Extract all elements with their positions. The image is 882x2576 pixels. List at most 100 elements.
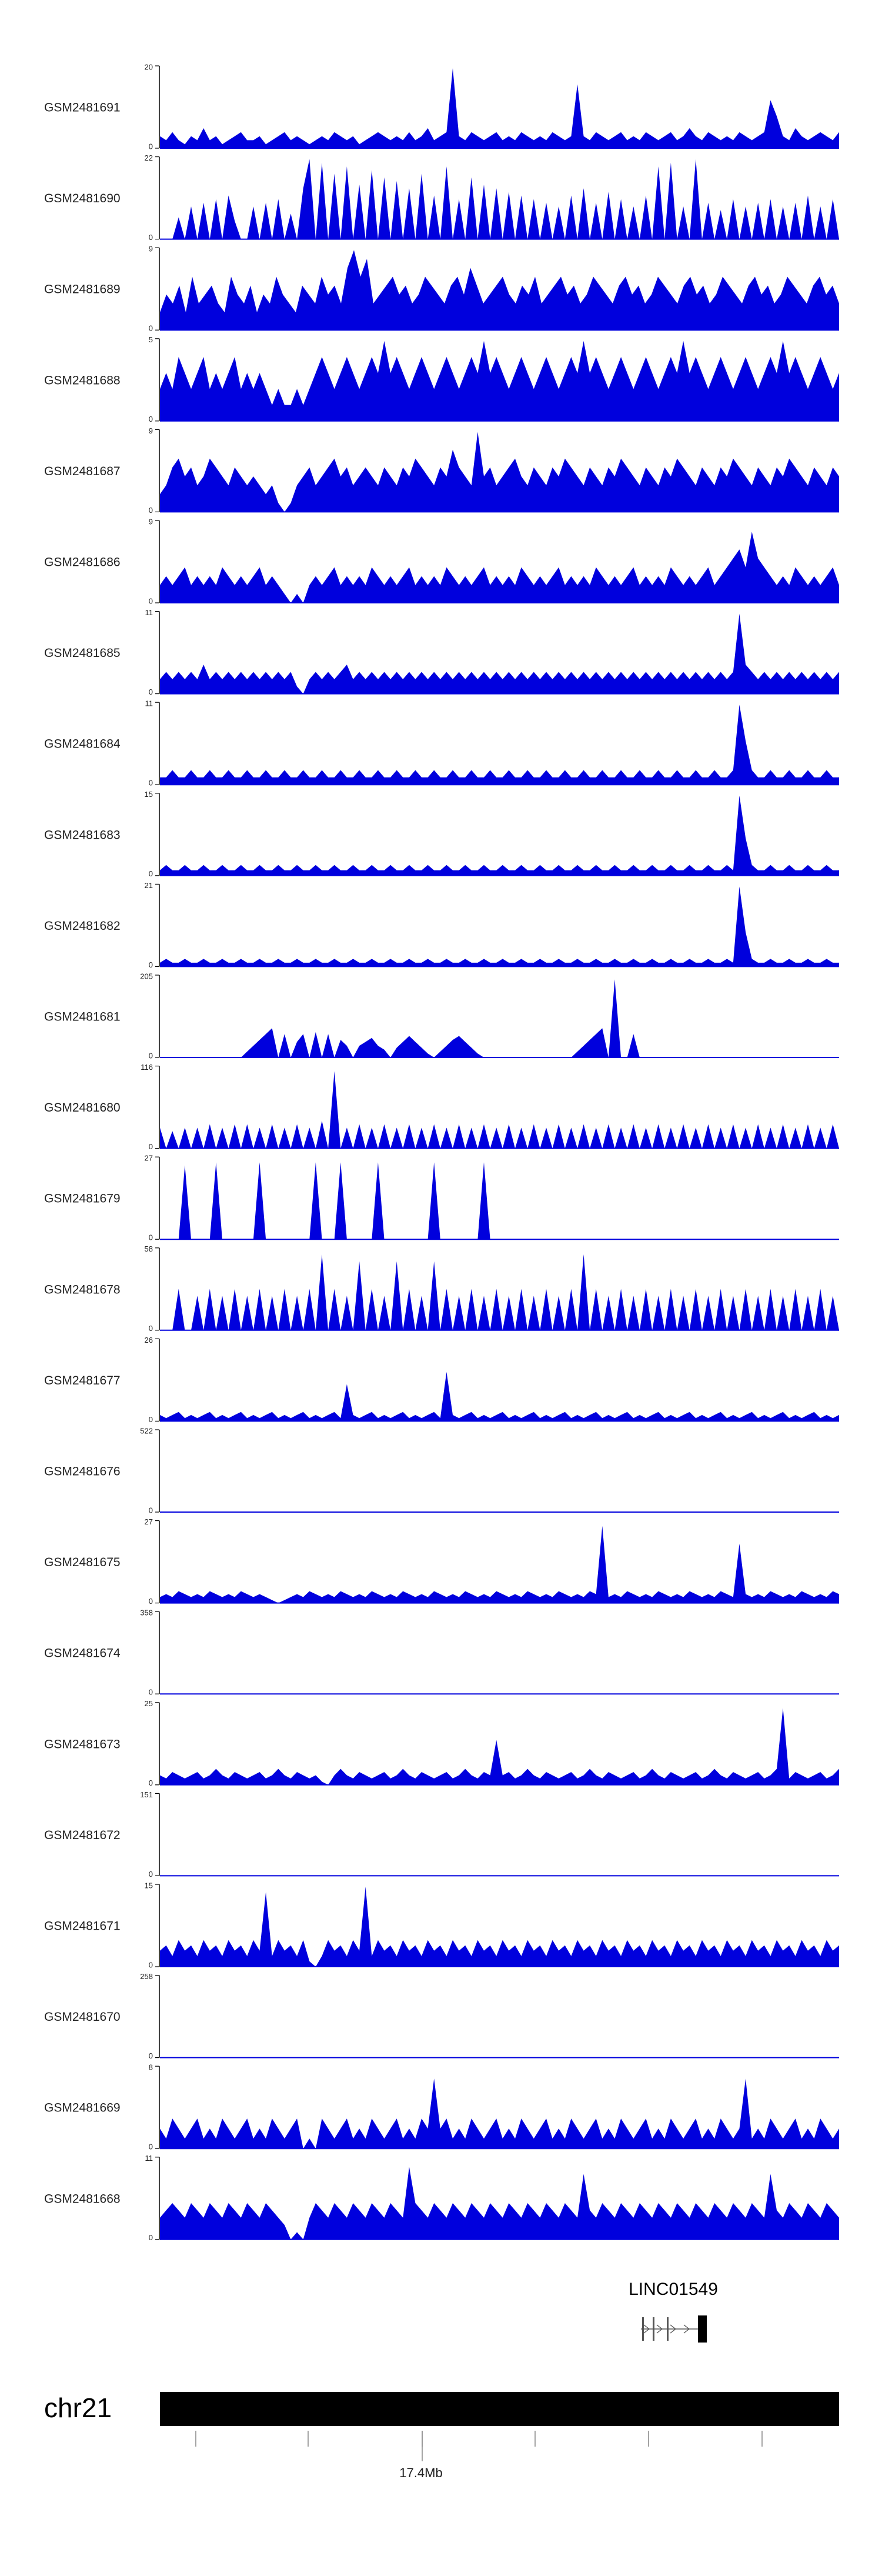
track-label: GSM2481682 bbox=[44, 919, 121, 933]
signal-area bbox=[160, 1526, 839, 1603]
signal-area bbox=[160, 2167, 839, 2240]
signal-area bbox=[160, 159, 839, 239]
signal-area bbox=[160, 886, 839, 967]
signal-area bbox=[160, 613, 839, 694]
gene-exon-terminal bbox=[698, 2315, 707, 2343]
track-label: GSM2481684 bbox=[44, 738, 121, 751]
y-max-label: 27 bbox=[145, 1517, 153, 1526]
track-GSM2481684: GSM2481684 11 0 bbox=[44, 699, 839, 788]
track-GSM2481677: GSM2481677 26 0 bbox=[44, 1336, 839, 1424]
track-label: GSM2481674 bbox=[44, 1647, 121, 1660]
track-label: GSM2481679 bbox=[44, 1192, 121, 1206]
signal-area bbox=[160, 1708, 839, 1785]
signal-area bbox=[160, 68, 839, 148]
track-label: GSM2481689 bbox=[44, 283, 121, 296]
track-label: GSM2481672 bbox=[44, 1828, 121, 1842]
track-label: GSM2481687 bbox=[44, 465, 121, 478]
y-max-label: 20 bbox=[145, 62, 153, 71]
y-min-label: 0 bbox=[149, 142, 153, 151]
track-label: GSM2481686 bbox=[44, 556, 121, 569]
y-min-label: 0 bbox=[149, 415, 153, 423]
track-label: GSM2481677 bbox=[44, 1374, 121, 1387]
signal-area bbox=[160, 979, 839, 1057]
track-GSM2481672: GSM2481672 151 0 bbox=[44, 1790, 839, 1878]
gene-annotation: LINC01549 bbox=[629, 2280, 718, 2343]
y-max-label: 8 bbox=[149, 2063, 153, 2072]
y-max-label: 21 bbox=[145, 881, 153, 890]
track-GSM2481682: GSM2481682 21 0 bbox=[44, 881, 839, 969]
signal-area bbox=[160, 1372, 839, 1422]
track-GSM2481686: GSM2481686 9 0 bbox=[44, 517, 839, 605]
gene-name: LINC01549 bbox=[629, 2280, 718, 2299]
signal-area bbox=[160, 795, 839, 876]
track-label: GSM2481676 bbox=[44, 1465, 121, 1479]
y-min-label: 0 bbox=[149, 1688, 153, 1697]
signal-area bbox=[160, 341, 839, 421]
y-min-label: 0 bbox=[149, 688, 153, 696]
track-label: GSM2481681 bbox=[44, 1010, 121, 1024]
y-max-label: 5 bbox=[149, 335, 153, 344]
y-min-label: 0 bbox=[149, 1233, 153, 1242]
track-label: GSM2481683 bbox=[44, 828, 121, 842]
y-max-label: 258 bbox=[140, 1972, 153, 1981]
strand-arrow bbox=[656, 2324, 663, 2334]
y-min-label: 0 bbox=[149, 1870, 153, 1878]
signal-area bbox=[160, 1071, 839, 1149]
track-label: GSM2481669 bbox=[44, 2101, 121, 2115]
track-label: GSM2481691 bbox=[44, 101, 121, 115]
signal-area bbox=[160, 1887, 839, 1967]
signal-area bbox=[160, 1162, 839, 1240]
y-max-label: 11 bbox=[145, 608, 153, 617]
y-max-label: 116 bbox=[141, 1063, 153, 1072]
track-label: GSM2481685 bbox=[44, 646, 121, 660]
y-max-label: 151 bbox=[140, 1790, 153, 1799]
y-min-label: 0 bbox=[149, 1051, 153, 1060]
y-max-label: 9 bbox=[149, 517, 153, 526]
track-GSM2481674: GSM2481674 358 0 bbox=[44, 1609, 839, 1697]
track-GSM2481675: GSM2481675 27 0 bbox=[44, 1517, 839, 1606]
y-max-label: 358 bbox=[140, 1609, 153, 1617]
y-min-label: 0 bbox=[149, 2143, 153, 2151]
track-GSM2481690: GSM2481690 22 0 bbox=[44, 154, 839, 242]
y-min-label: 0 bbox=[149, 233, 153, 242]
y-min-label: 0 bbox=[149, 2233, 153, 2242]
track-label: GSM2481675 bbox=[44, 1556, 121, 1569]
signal-area bbox=[160, 1254, 839, 1330]
ideogram-tick-label: 17.4Mb bbox=[399, 2465, 442, 2480]
signal-area bbox=[160, 2078, 839, 2149]
y-max-label: 22 bbox=[145, 154, 153, 162]
strand-arrow bbox=[643, 2324, 650, 2334]
y-max-label: 25 bbox=[145, 1699, 153, 1708]
track-GSM2481673: GSM2481673 25 0 bbox=[44, 1699, 839, 1787]
track-GSM2481687: GSM2481687 9 0 bbox=[44, 426, 839, 515]
track-label: GSM2481668 bbox=[44, 2192, 121, 2205]
signal-area bbox=[160, 532, 839, 603]
y-min-label: 0 bbox=[149, 506, 153, 515]
track-GSM2481689: GSM2481689 9 0 bbox=[44, 245, 839, 333]
signal-area bbox=[160, 705, 839, 785]
strand-arrow bbox=[683, 2324, 690, 2334]
track-GSM2481676: GSM2481676 522 0 bbox=[44, 1426, 839, 1514]
track-GSM2481680: GSM2481680 116 0 bbox=[44, 1063, 839, 1151]
y-min-label: 0 bbox=[149, 1142, 153, 1151]
y-max-label: 27 bbox=[145, 1154, 153, 1163]
y-min-label: 0 bbox=[149, 960, 153, 969]
gene-exon bbox=[667, 2317, 669, 2341]
track-GSM2481671: GSM2481671 15 0 bbox=[44, 1881, 839, 1969]
track-GSM2481683: GSM2481683 15 0 bbox=[44, 790, 839, 878]
y-min-label: 0 bbox=[149, 1597, 153, 1606]
chromosome-bar bbox=[160, 2392, 839, 2426]
strand-arrow bbox=[670, 2324, 677, 2334]
track-label: GSM2481690 bbox=[44, 192, 121, 205]
track-label: GSM2481680 bbox=[44, 1101, 121, 1115]
track-label: GSM2481678 bbox=[44, 1283, 121, 1296]
track-GSM2481668: GSM2481668 11 0 bbox=[44, 2154, 839, 2242]
track-label: GSM2481670 bbox=[44, 2010, 121, 2024]
gene-exon bbox=[653, 2317, 654, 2341]
signal-area bbox=[160, 250, 839, 331]
y-max-label: 522 bbox=[140, 1426, 153, 1435]
track-GSM2481688: GSM2481688 5 0 bbox=[44, 335, 839, 423]
y-max-label: 15 bbox=[145, 790, 153, 799]
track-GSM2481681: GSM2481681 205 0 bbox=[44, 972, 839, 1060]
